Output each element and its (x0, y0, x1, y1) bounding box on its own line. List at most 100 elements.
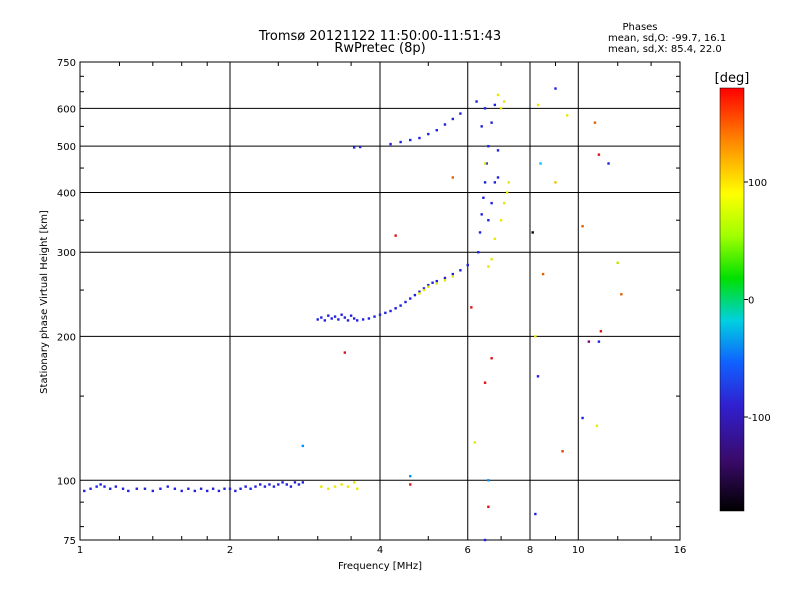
data-point (593, 121, 597, 124)
data-point (531, 231, 534, 234)
data-point (346, 485, 350, 488)
x-tick-label: 8 (527, 545, 533, 556)
data-point (473, 441, 477, 444)
data-point (327, 487, 330, 490)
data-point (616, 261, 619, 265)
data-point (394, 234, 397, 237)
data-point (485, 162, 488, 165)
data-point (293, 481, 297, 484)
data-point (223, 487, 226, 490)
data-point (478, 231, 482, 234)
data-point (581, 225, 584, 228)
data-point (422, 288, 426, 292)
plot-area: 1 2 4 6 8 10 16 75 100 200 300 400 500 600 750 (57, 58, 686, 556)
data-point (301, 481, 305, 484)
data-point (259, 483, 262, 486)
data-point (272, 485, 276, 488)
y-tick-label: 400 (57, 188, 76, 199)
data-point (378, 313, 382, 316)
data-point (297, 483, 301, 486)
data-point (451, 272, 455, 276)
colorbar-label: [deg] (715, 71, 750, 86)
data-point (475, 100, 478, 103)
data-point (470, 306, 473, 309)
data-point (597, 340, 601, 343)
legend-line-x: mean, sd,X: 85.4, 22.0 (608, 44, 722, 55)
data-point (173, 487, 177, 490)
data-point (554, 181, 557, 184)
data-point (487, 505, 490, 509)
data-point (466, 263, 469, 267)
data-point (599, 330, 603, 333)
data-point (561, 450, 564, 453)
data-point (346, 319, 350, 322)
data-point (99, 483, 102, 486)
legend-line-o: mean, sd,O: -99.7, 16.1 (608, 33, 726, 44)
data-point (409, 483, 412, 486)
data-point (323, 319, 327, 322)
x-tick-label: 16 (674, 545, 687, 556)
data-point (482, 196, 485, 199)
data-point (565, 114, 569, 117)
data-point (333, 315, 337, 318)
data-point (493, 181, 497, 184)
data-point (587, 340, 591, 343)
data-point (493, 103, 497, 107)
data-point (301, 444, 305, 448)
data-point (95, 485, 98, 488)
data-point (399, 304, 402, 307)
data-point (327, 314, 330, 317)
data-point (487, 265, 490, 268)
colorbar-tick-label: 100 (748, 178, 767, 189)
data-point (451, 176, 455, 179)
data-point (502, 201, 506, 205)
data-point (355, 319, 359, 322)
data-point (483, 538, 487, 542)
y-tick-label: 300 (57, 248, 76, 259)
data-point (539, 162, 542, 165)
data-point (534, 335, 537, 338)
data-point (477, 251, 480, 254)
y-tick-label: 75 (63, 536, 76, 547)
data-point (394, 307, 397, 310)
data-point (422, 287, 426, 290)
chart-subtitle: RwPretec (8p) (334, 41, 425, 56)
data-point (159, 487, 162, 490)
y-tick-label: 600 (57, 104, 76, 115)
data-point (143, 487, 147, 490)
data-point (581, 416, 584, 420)
data-point (607, 162, 610, 165)
data-point (431, 281, 434, 284)
data-point (352, 146, 356, 149)
data-point (281, 481, 284, 484)
data-point (483, 181, 487, 184)
y-tick-label: 500 (57, 142, 76, 153)
data-point (320, 316, 323, 319)
data-point (490, 121, 493, 124)
chart-title: Tromsø 20121122 11:50:00-11:51:43 (258, 29, 501, 44)
x-tick-label: 1 (77, 545, 83, 556)
data-point (109, 487, 112, 490)
data-point (443, 276, 447, 280)
data-point (249, 487, 252, 490)
data-point (499, 219, 503, 222)
data-point (487, 219, 490, 222)
data-point (211, 487, 215, 490)
data-point (409, 474, 412, 478)
data-point (541, 272, 545, 276)
data-point (418, 290, 421, 293)
data-point (435, 282, 438, 285)
data-point (135, 487, 138, 490)
data-point (384, 311, 387, 315)
data-point (399, 140, 402, 144)
data-point (451, 117, 455, 121)
data-point (427, 283, 430, 287)
data-point (487, 144, 490, 148)
data-point (114, 485, 118, 488)
data-point (490, 357, 493, 360)
data-point (480, 125, 483, 128)
data-point (435, 279, 438, 283)
data-point (337, 318, 340, 321)
data-point (268, 483, 271, 486)
data-point (413, 293, 417, 297)
